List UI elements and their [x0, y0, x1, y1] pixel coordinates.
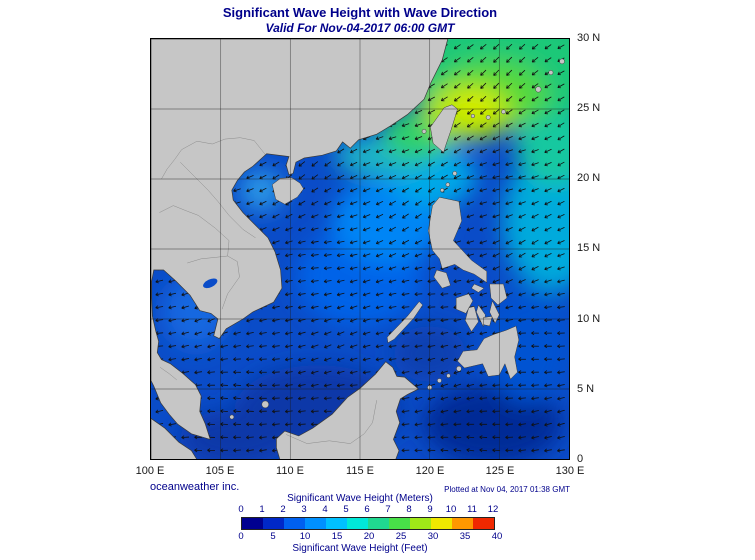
lon-label: 120 E — [415, 465, 445, 477]
lake-tonle-sap — [203, 278, 218, 289]
colorbar-segment — [326, 518, 347, 529]
colorbar-segment — [284, 518, 305, 529]
land-samar — [490, 284, 507, 305]
lon-label: 105 E — [205, 465, 235, 477]
feet-tick: 10 — [299, 531, 311, 542]
lon-label: 125 E — [485, 465, 515, 477]
meters-tick: 4 — [322, 504, 328, 515]
meters-tick: 2 — [280, 504, 286, 515]
small-islands — [230, 59, 565, 419]
colorbar-segment — [452, 518, 473, 529]
land-mindoro — [434, 270, 451, 288]
land-hainan — [272, 178, 303, 205]
lat-label: 25 N — [577, 101, 601, 114]
colorbar-segment — [263, 518, 284, 529]
lat-label: 15 N — [577, 242, 601, 255]
country-borders — [159, 138, 376, 444]
graticule — [151, 39, 569, 459]
lat-label: 0 — [577, 453, 584, 466]
meters-tick: 10 — [445, 504, 457, 515]
lon-label: 130 E — [555, 465, 585, 477]
legend-meters-label: Significant Wave Height (Meters) — [287, 493, 433, 504]
feet-tick: 30 — [427, 531, 439, 542]
meters-tick: 1 — [259, 504, 265, 515]
feet-tick: 25 — [395, 531, 407, 542]
colorbar — [241, 517, 495, 530]
feet-tick: 40 — [491, 531, 503, 542]
legend-feet-label: Significant Wave Height (Feet) — [292, 543, 428, 554]
lat-label: 20 N — [577, 172, 601, 185]
lon-label: 115 E — [346, 465, 374, 477]
land-panay — [456, 294, 473, 314]
credit-text: oceanweather inc. — [150, 481, 240, 493]
landmasses — [151, 39, 565, 459]
land-borneo — [276, 362, 418, 459]
colorbar-segment — [431, 518, 452, 529]
colorbar-segment — [305, 518, 326, 529]
lat-label: 5 N — [577, 383, 595, 396]
meters-tick: 6 — [364, 504, 370, 515]
header: Significant Wave Height with Wave Direct… — [150, 5, 570, 35]
colorbar-segment — [242, 518, 263, 529]
lon-label: 110 E — [276, 465, 304, 477]
wave-height-map — [151, 39, 569, 459]
meters-tick: 12 — [487, 504, 499, 515]
page-title: Significant Wave Height with Wave Direct… — [222, 5, 498, 20]
meters-tick: 8 — [406, 504, 412, 515]
feet-tick: 5 — [270, 531, 276, 542]
lat-label: 30 N — [577, 31, 601, 44]
plotted-timestamp: Plotted at Nov 04, 2017 01:38 GMT — [444, 485, 570, 494]
lon-label: 100 E — [135, 465, 165, 477]
feet-tick: 20 — [363, 531, 375, 542]
feet-tick: 0 — [238, 531, 244, 542]
meters-tick: 9 — [427, 504, 433, 515]
land-mindanao — [458, 326, 519, 379]
land-masbate — [471, 284, 484, 292]
colorbar-segment — [389, 518, 410, 529]
feet-tick: 35 — [459, 531, 471, 542]
land-leyte — [490, 301, 500, 323]
meters-tick: 7 — [385, 504, 391, 515]
land-palawan — [387, 302, 423, 343]
land-taiwan — [430, 105, 457, 153]
land-luzon — [428, 197, 487, 282]
meters-tick: 0 — [238, 504, 244, 515]
colorbar-segment — [347, 518, 368, 529]
land-sumatra — [151, 418, 198, 459]
valid-time-subtitle: Valid For Nov-04-2017 06:00 GMT — [265, 20, 455, 35]
meters-tick: 11 — [467, 504, 477, 515]
lat-label: 10 N — [577, 312, 601, 325]
colorbar-segment — [368, 518, 389, 529]
meters-tick: 5 — [343, 504, 349, 515]
map-frame — [150, 38, 570, 460]
colorbar-segment — [473, 518, 494, 529]
meters-tick: 3 — [301, 504, 307, 515]
feet-tick: 15 — [331, 531, 343, 542]
colorbar-segment — [410, 518, 431, 529]
